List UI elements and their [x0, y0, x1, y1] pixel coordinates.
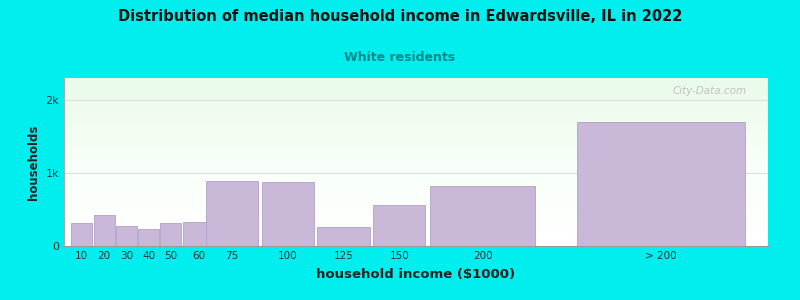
X-axis label: household income ($1000): household income ($1000): [317, 268, 515, 281]
Text: City-Data.com: City-Data.com: [673, 86, 747, 96]
Bar: [578, 122, 745, 246]
Text: Distribution of median household income in Edwardsville, IL in 2022: Distribution of median household income …: [118, 9, 682, 24]
Bar: [430, 186, 535, 246]
Y-axis label: households: households: [27, 124, 40, 200]
Bar: [71, 223, 92, 246]
Bar: [373, 205, 426, 246]
Bar: [116, 226, 137, 246]
Bar: [318, 227, 370, 246]
Text: White residents: White residents: [345, 51, 455, 64]
Bar: [206, 181, 258, 246]
Bar: [262, 182, 314, 246]
Bar: [138, 229, 159, 246]
Bar: [161, 224, 182, 246]
Bar: [94, 214, 114, 246]
Bar: [183, 222, 214, 246]
